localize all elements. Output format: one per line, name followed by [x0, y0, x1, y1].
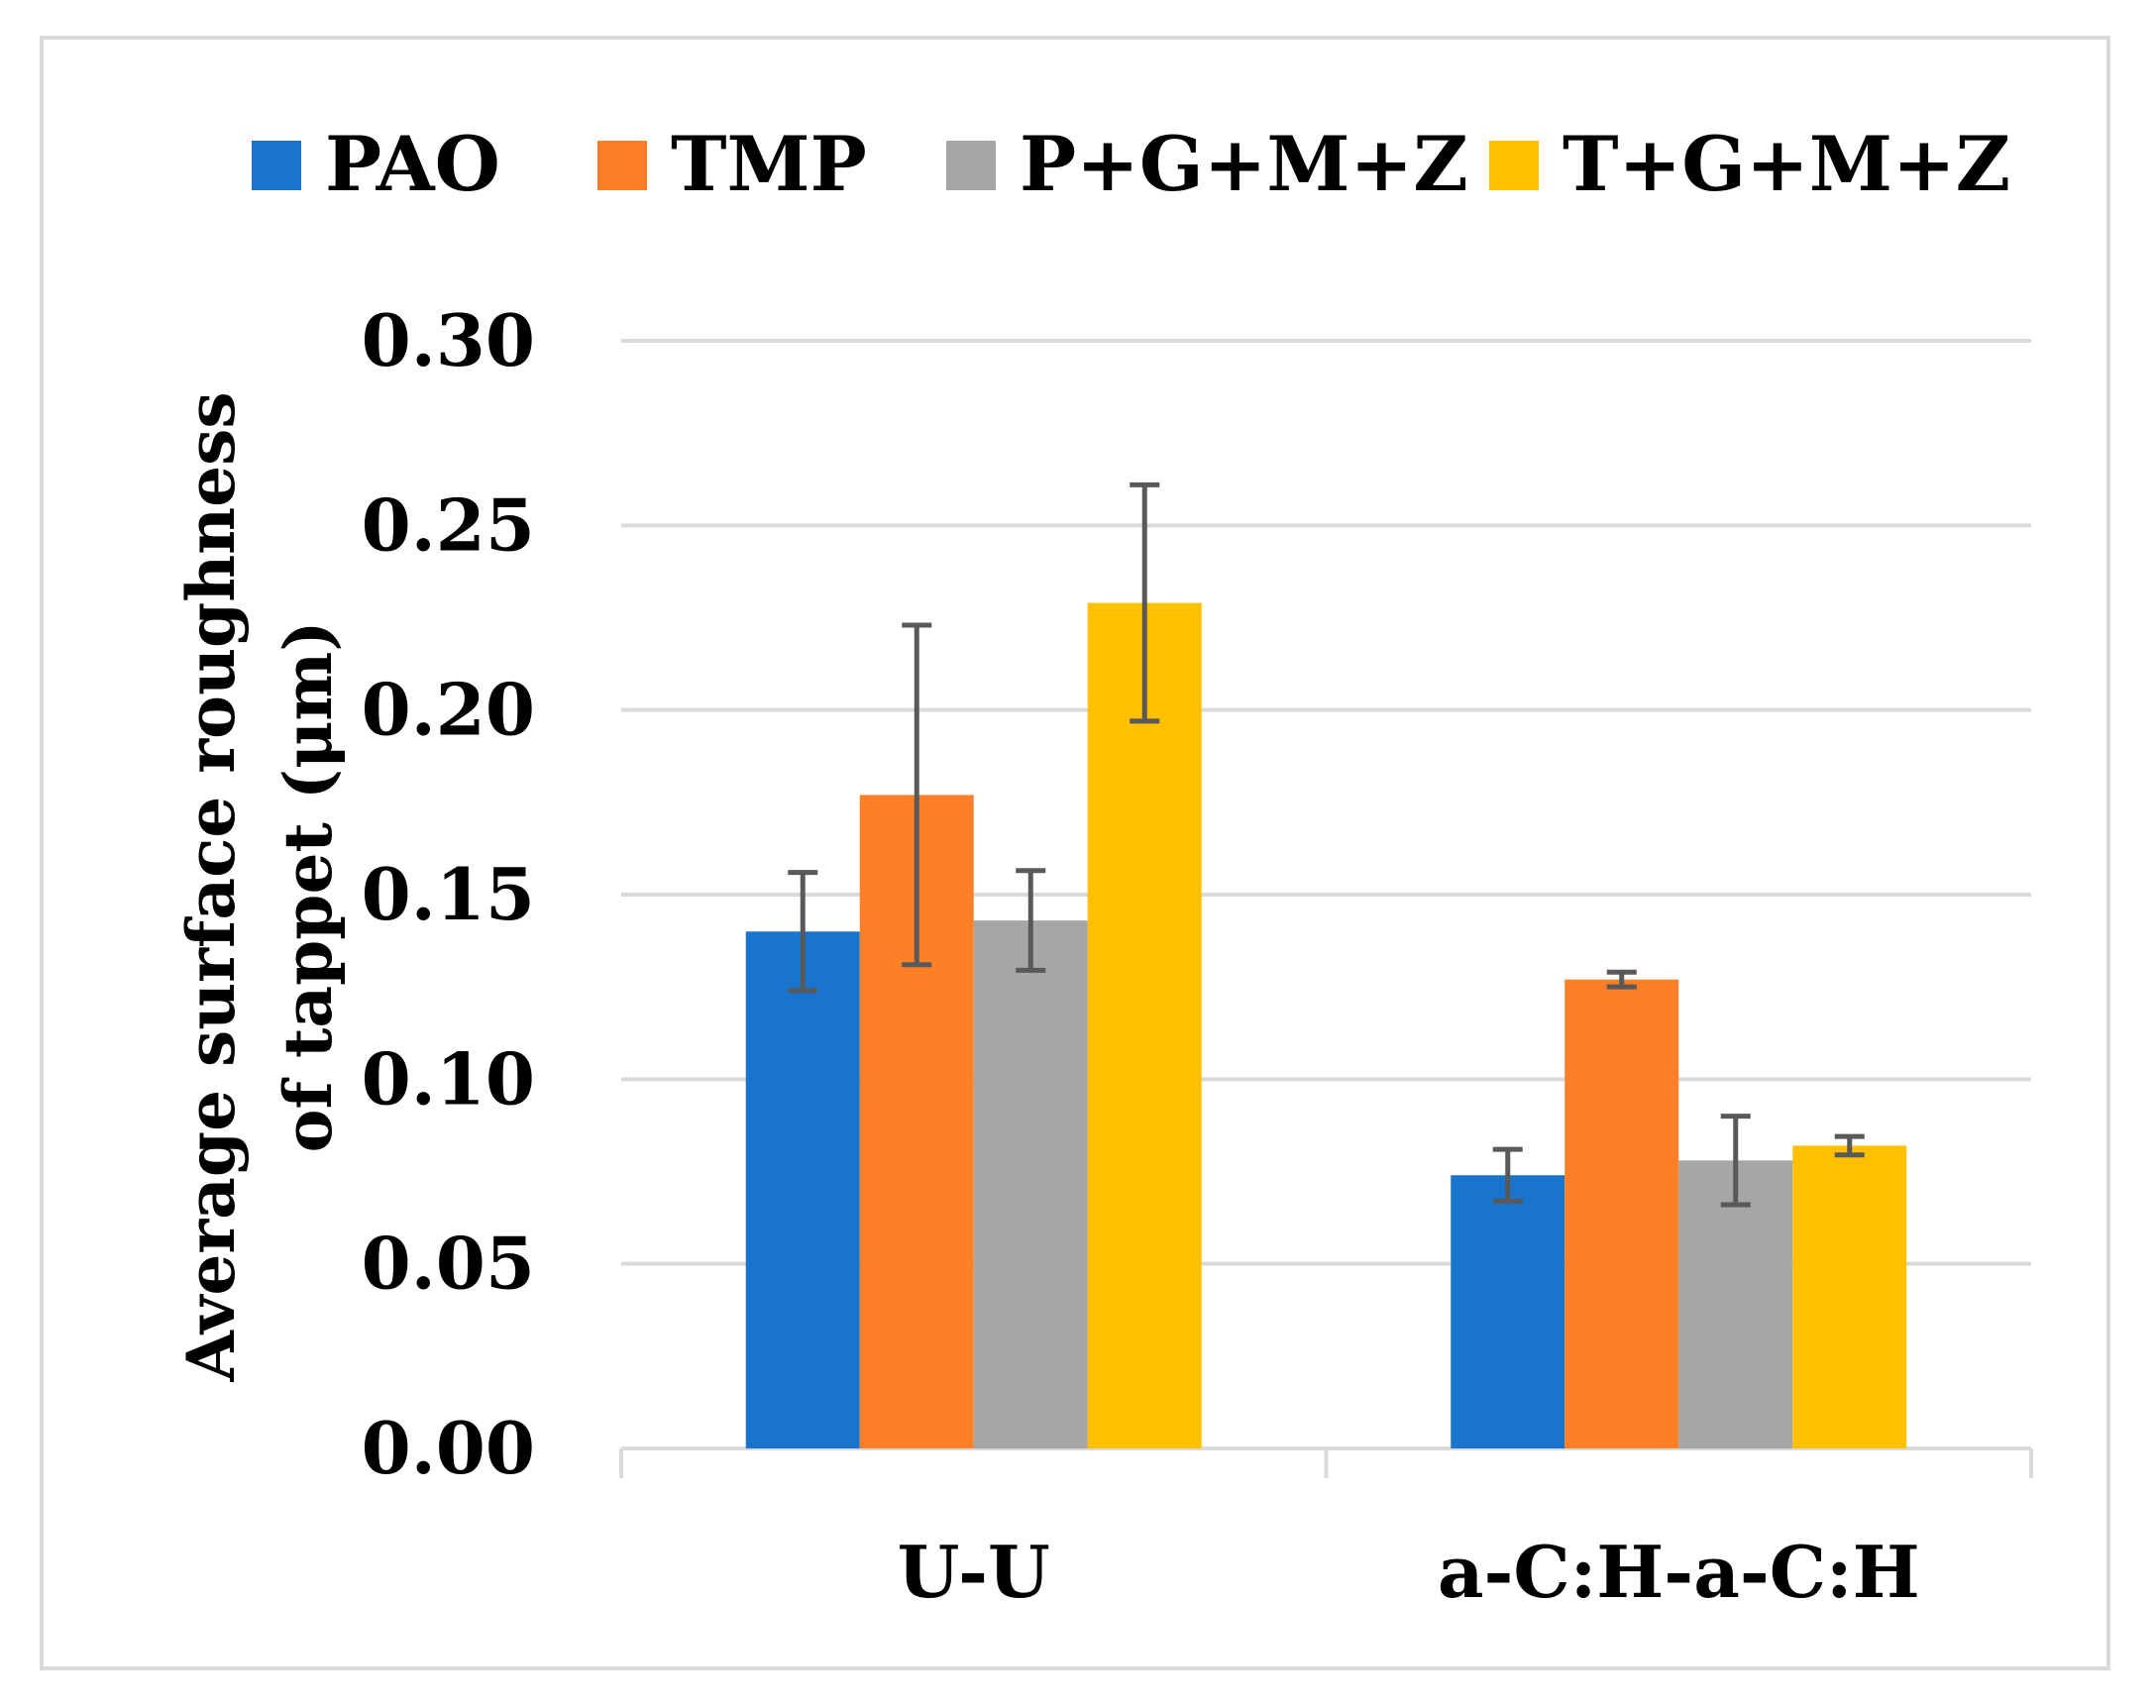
bar-t-g-m-z-1 [1087, 602, 1202, 1448]
bars [745, 602, 1907, 1448]
bar-tmp-2 [1564, 979, 1679, 1448]
error-bar [1016, 868, 1046, 973]
bar-pao-1 [745, 931, 860, 1448]
y-axis-title-line: of tappet (μm) [270, 621, 347, 1153]
legend-item: PAO [252, 120, 500, 208]
y-tick-label: 0.25 [362, 482, 535, 567]
legend-item: T+G+M+Z [1489, 120, 2010, 208]
error-bars [788, 481, 1865, 1208]
legend: PAO TMP P+G+M+Z T+G+M+Z [252, 120, 2010, 208]
x-category-label: a-C:H-a-C:H [1438, 1530, 1920, 1614]
legend-swatch [1489, 141, 1539, 190]
y-tick-label: 0.30 [362, 298, 535, 382]
error-bar [1130, 481, 1160, 724]
legend-label: P+G+M+Z [1020, 120, 1468, 208]
y-tick-label: 0.15 [362, 852, 535, 936]
error-bar [1834, 1133, 1865, 1158]
y-axis-title: Average surface roughness of tappet (μm) [172, 392, 347, 1383]
bar-p-g-m-z-1 [973, 920, 1088, 1448]
y-tick-label: 0.00 [362, 1406, 535, 1490]
legend-label: TMP [671, 120, 867, 208]
y-axis-title-line: Average surface roughness [172, 392, 250, 1383]
error-bar [902, 622, 932, 968]
legend-item: P+G+M+Z [946, 120, 1468, 208]
axes [619, 1446, 2033, 1478]
error-bar [1720, 1114, 1751, 1208]
bar-pao-2 [1451, 1175, 1565, 1448]
x-category-labels: U-U a-C:H-a-C:H [898, 1530, 1920, 1614]
legend-swatch [252, 141, 301, 190]
y-tick-label: 0.05 [362, 1222, 535, 1306]
legend-item: TMP [597, 120, 867, 208]
legend-swatch [597, 141, 647, 190]
y-tick-labels: 0.00 0.05 0.10 0.15 0.20 0.25 0.30 [362, 298, 535, 1490]
error-bar [1492, 1146, 1523, 1204]
y-tick-label: 0.20 [362, 668, 535, 752]
y-tick-label: 0.10 [362, 1036, 535, 1121]
x-category-label: U-U [898, 1530, 1050, 1614]
error-bar [788, 870, 818, 994]
legend-swatch [946, 141, 996, 190]
legend-label: T+G+M+Z [1563, 120, 2010, 208]
bar-p-g-m-z-2 [1678, 1160, 1793, 1448]
legend-label: PAO [325, 120, 500, 208]
bar-t-g-m-z-2 [1792, 1145, 1907, 1448]
error-bar [1606, 969, 1637, 990]
